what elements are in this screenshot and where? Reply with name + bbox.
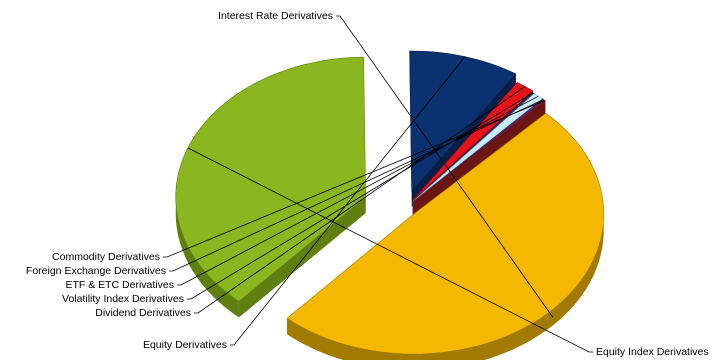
label-dividend-derivatives: Dividend Derivatives (95, 307, 191, 319)
leader-commodity-derivatives (163, 100, 546, 258)
slice-labels: Interest Rate Derivatives Equity Index D… (26, 10, 709, 358)
slice-commodity-derivatives (413, 99, 546, 202)
label-etf-etc-derivatives: ETF & ETC Derivatives (65, 279, 174, 291)
label-commodity-derivatives: Commodity Derivatives (52, 251, 160, 263)
label-equity-derivatives: Equity Derivatives (143, 339, 227, 351)
label-equity-index-derivatives: Equity Index Derivatives (596, 346, 709, 358)
label-interest-rate-derivatives: Interest Rate Derivatives (218, 10, 333, 22)
slice-interest-rate-derivatives (286, 112, 605, 355)
slice-equity-index-derivatives (175, 56, 366, 302)
leader-interest-rate-derivatives (336, 15, 554, 318)
leader-etf-etc-derivatives (177, 95, 539, 286)
slice-equity-derivatives (409, 50, 517, 192)
slice-face-commodity-derivatives-1 (413, 100, 546, 218)
leader-equity-index-derivatives (187, 147, 593, 353)
slice-tops (175, 50, 605, 355)
leader-equity-derivatives (230, 56, 466, 346)
leader-lines (163, 15, 593, 353)
leader-volatility-index-derivatives (187, 92, 534, 300)
label-foreign-exchange-derivatives: Foreign Exchange Derivatives (26, 265, 166, 277)
leader-foreign-exchange-derivatives (169, 99, 544, 272)
slice-face-equity-index-derivatives-0 (238, 197, 366, 318)
leader-dividend-derivatives (194, 86, 526, 314)
label-volatility-index-derivatives: Volatility Index Derivatives (62, 293, 184, 305)
